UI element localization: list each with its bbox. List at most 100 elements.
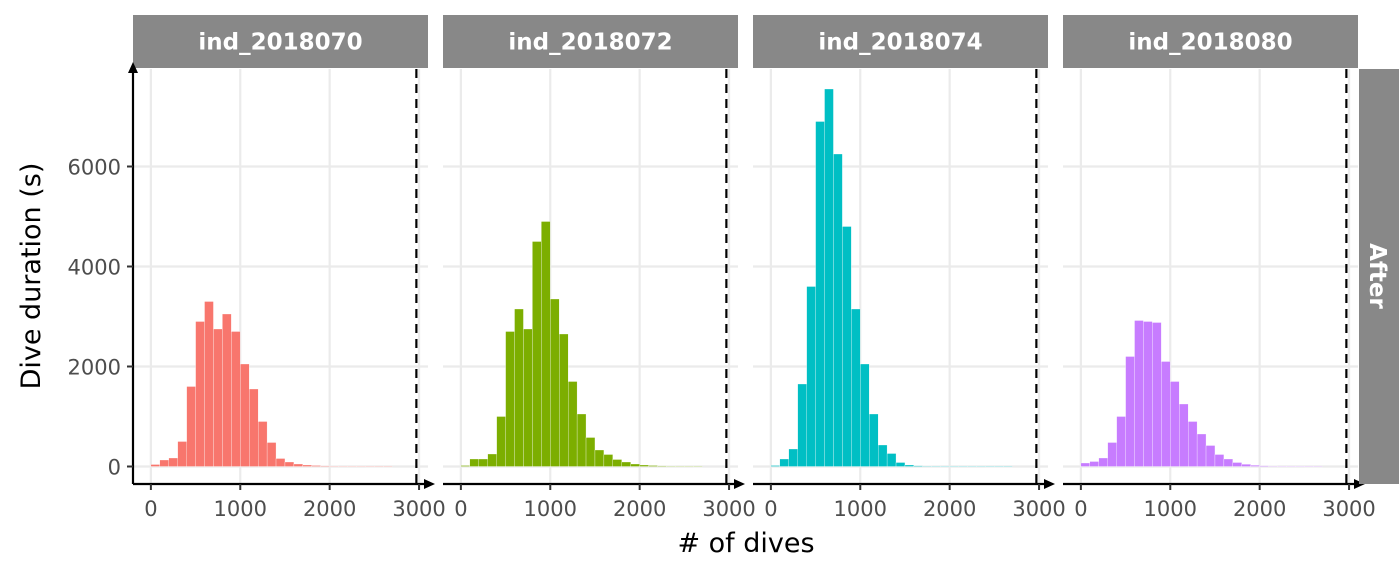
y-axis-arrow	[128, 62, 138, 73]
histogram-bar	[487, 453, 497, 467]
histogram-bar	[994, 466, 1004, 468]
histogram-bar	[860, 363, 870, 467]
histogram-bar	[311, 465, 321, 467]
histogram-bar	[797, 383, 807, 467]
y-tick-label: 4000	[68, 256, 121, 280]
x-tick-label: 0	[144, 497, 157, 521]
histogram-bar	[878, 444, 888, 467]
histogram-bar	[1214, 454, 1225, 467]
histogram-bar	[815, 121, 825, 467]
x-tick-label: 1000	[834, 497, 887, 521]
x-tick-label: 0	[1074, 497, 1087, 521]
facet-strip	[1063, 15, 1358, 68]
x-tick-label: 2000	[923, 497, 976, 521]
facet-row-strip	[1359, 69, 1399, 484]
x-tick-label: 3000	[392, 497, 445, 521]
histogram-bar	[320, 465, 330, 467]
x-axis-title: # of dives	[677, 528, 814, 559]
histogram-bar	[1241, 464, 1251, 467]
histogram-bar	[1098, 457, 1108, 467]
x-tick-label: 3000	[1322, 497, 1375, 521]
histogram-bar	[976, 466, 986, 468]
histogram-bar	[603, 454, 613, 467]
x-tick-label: 0	[454, 497, 467, 521]
histogram-bar	[1268, 465, 1278, 467]
histogram-bar	[869, 413, 879, 467]
histogram-bar	[550, 298, 560, 467]
histogram-bar	[347, 466, 357, 467]
histogram-bar	[1313, 466, 1323, 468]
histogram-bar	[532, 241, 542, 467]
histogram-bar	[460, 465, 470, 467]
histogram-bar	[684, 466, 694, 468]
histogram-bar	[1259, 465, 1269, 467]
facet-strip-label: ind_2018074	[818, 30, 982, 56]
x-tick-label: 2000	[1233, 497, 1286, 521]
histogram-bar	[1125, 356, 1135, 467]
histogram-bar	[576, 413, 587, 467]
histogram-bar	[222, 313, 232, 467]
histogram-bar	[1232, 462, 1242, 467]
histogram-bar	[842, 226, 852, 467]
x-axis-arrow	[424, 479, 435, 489]
facet-row-strip-label: After	[1364, 243, 1390, 309]
histogram-bar	[1143, 321, 1153, 467]
histogram-bar	[958, 466, 968, 467]
histogram-bar	[478, 458, 488, 467]
histogram-bar	[177, 441, 187, 467]
histogram-bar	[505, 331, 515, 467]
histogram-bar	[922, 465, 932, 467]
histogram-bar	[904, 464, 915, 467]
histogram-bar	[496, 416, 506, 467]
x-axis-arrow	[734, 479, 745, 489]
histogram-bar	[1179, 403, 1189, 467]
histogram-bar	[469, 458, 479, 467]
histogram-bar	[1286, 466, 1296, 467]
histogram-bar	[1196, 433, 1207, 467]
histogram-bar	[940, 466, 950, 467]
histogram-bar	[258, 421, 268, 467]
histogram-bar	[568, 381, 578, 467]
histogram-bar	[693, 466, 703, 468]
histogram-bar	[293, 463, 303, 467]
facet-strip	[443, 15, 738, 68]
histogram-bar	[204, 301, 214, 467]
histogram-bar	[585, 437, 596, 467]
histogram-bar	[1116, 416, 1126, 467]
histogram-bar	[806, 286, 816, 467]
x-tick-label: 3000	[702, 497, 755, 521]
x-tick-label: 1000	[524, 497, 577, 521]
histogram-bar	[168, 457, 178, 467]
histogram-bar	[612, 459, 622, 467]
histogram-bar	[833, 153, 843, 467]
y-axis-title: Dive duration (s)	[16, 163, 47, 390]
y-tick-label: 0	[108, 456, 121, 480]
histogram-bar	[931, 465, 941, 467]
histogram-bar	[1107, 442, 1117, 467]
histogram-bar	[1089, 461, 1099, 467]
y-tick-label: 6000	[68, 156, 121, 180]
histogram-bar	[284, 461, 295, 467]
histogram-bar	[383, 466, 393, 468]
facet-strip-label: ind_2018080	[1128, 30, 1292, 56]
histogram-bar	[1152, 322, 1162, 467]
histogram-bar	[523, 328, 533, 467]
y-tick-label: 2000	[68, 356, 121, 380]
histogram-bar	[1277, 466, 1287, 467]
facet-strip-label: ind_2018070	[198, 30, 362, 56]
histogram-bar	[657, 465, 667, 467]
histogram-bar	[967, 466, 977, 468]
histogram-bar	[1250, 465, 1260, 467]
histogram-bar	[1080, 462, 1090, 467]
histogram-bar	[1295, 466, 1305, 468]
histogram-bar	[824, 88, 834, 467]
histogram-bar	[779, 458, 789, 467]
histogram-bar	[913, 465, 923, 467]
facet-strip-label: ind_2018072	[508, 30, 672, 56]
histogram-bar	[213, 328, 223, 467]
histogram-bar	[338, 466, 348, 467]
histogram-bar	[666, 465, 676, 467]
histogram-bar	[675, 466, 685, 467]
